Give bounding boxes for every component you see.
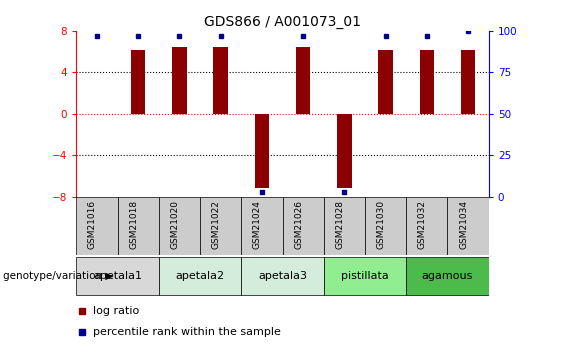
FancyBboxPatch shape xyxy=(159,197,200,255)
Text: GSM21028: GSM21028 xyxy=(336,200,345,249)
Bar xyxy=(296,47,310,114)
Text: agamous: agamous xyxy=(422,271,473,281)
Bar xyxy=(461,50,475,114)
Bar xyxy=(420,50,434,114)
Text: genotype/variation ▶: genotype/variation ▶ xyxy=(3,271,113,281)
Text: GSM21024: GSM21024 xyxy=(253,200,262,249)
Bar xyxy=(131,50,145,114)
FancyBboxPatch shape xyxy=(324,257,406,295)
Text: GSM21020: GSM21020 xyxy=(171,200,180,249)
FancyBboxPatch shape xyxy=(447,197,489,255)
FancyBboxPatch shape xyxy=(76,257,159,295)
Text: GSM21016: GSM21016 xyxy=(88,200,97,249)
Text: GSM21022: GSM21022 xyxy=(212,200,220,249)
Text: GSM21026: GSM21026 xyxy=(294,200,303,249)
FancyBboxPatch shape xyxy=(200,197,241,255)
Text: GSM21032: GSM21032 xyxy=(418,200,427,249)
Bar xyxy=(337,114,351,188)
FancyBboxPatch shape xyxy=(365,197,406,255)
Text: apetala3: apetala3 xyxy=(258,271,307,281)
Text: apetala1: apetala1 xyxy=(93,271,142,281)
FancyBboxPatch shape xyxy=(324,197,365,255)
FancyBboxPatch shape xyxy=(406,257,489,295)
FancyBboxPatch shape xyxy=(159,257,241,295)
FancyBboxPatch shape xyxy=(241,197,282,255)
Text: GSM21018: GSM21018 xyxy=(129,200,138,249)
Bar xyxy=(379,50,393,114)
FancyBboxPatch shape xyxy=(406,197,447,255)
Text: percentile rank within the sample: percentile rank within the sample xyxy=(93,327,281,337)
FancyBboxPatch shape xyxy=(241,257,324,295)
Text: GSM21034: GSM21034 xyxy=(459,200,468,249)
FancyBboxPatch shape xyxy=(76,197,118,255)
Bar xyxy=(214,47,228,114)
FancyBboxPatch shape xyxy=(118,197,159,255)
Bar xyxy=(172,47,186,114)
Text: pistillata: pistillata xyxy=(341,271,389,281)
Bar xyxy=(255,114,269,188)
Text: apetala2: apetala2 xyxy=(176,271,224,281)
Text: GSM21030: GSM21030 xyxy=(377,200,386,249)
Text: log ratio: log ratio xyxy=(93,306,140,316)
Title: GDS866 / A001073_01: GDS866 / A001073_01 xyxy=(204,14,361,29)
FancyBboxPatch shape xyxy=(282,197,324,255)
